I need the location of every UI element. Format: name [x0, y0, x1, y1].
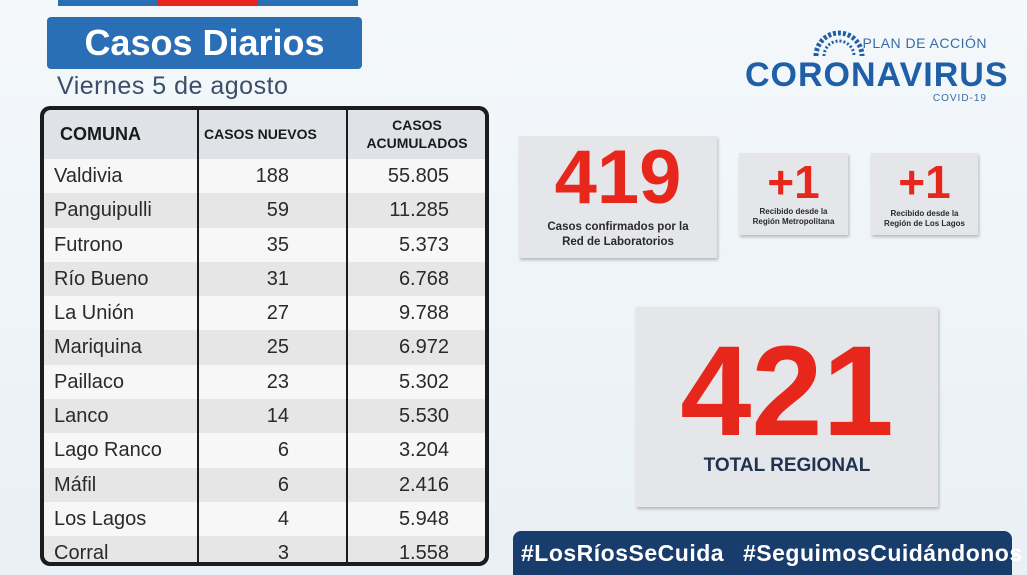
comuna-cell: Corral [54, 542, 109, 562]
table-row: Panguipulli 59 11.285 [44, 193, 485, 228]
table-row: Máfil 6 2.416 [44, 467, 485, 502]
brand-subtitle: COVID-19 [932, 93, 987, 104]
casos-acumulados-cell: 3.204 [398, 439, 449, 462]
table-row: Paillaco 23 5.302 [44, 364, 485, 400]
brand-name: CORONAVIRUS [745, 56, 1009, 94]
virus-icon [813, 30, 865, 56]
table-header: COMUNA CASOS NUEVOS CASOS ACUMULADOS [44, 110, 485, 159]
casos-nuevos-cell: 188 [255, 165, 289, 187]
loslagos-line2: Región de Los Lagos [884, 219, 965, 228]
comuna-cell: Paillaco [54, 370, 125, 393]
casos-acumulados-cell: 6.768 [398, 267, 449, 290]
metropolitana-card: +1 Recibido desde la Región Metropolitan… [739, 153, 848, 235]
loslagos-line1: Recibido desde la [890, 209, 959, 218]
total-value: 421 [680, 320, 894, 463]
casos-acumulados-cell: 9.788 [398, 302, 449, 325]
comuna-cell: Río Bueno [54, 267, 149, 290]
table-row: Lago Ranco 6 3.204 [44, 433, 485, 468]
table-row: Valdivia 188 55.805 [44, 159, 485, 194]
comuna-cell: Lago Ranco [54, 439, 162, 462]
casos-nuevos-cell: 4 [277, 507, 289, 530]
table-row: Los Lagos 4 5.948 [44, 501, 485, 537]
confirmed-value: 419 [554, 135, 682, 220]
table-row: Mariquina 25 6.972 [44, 330, 485, 365]
comuna-cell: Mariquina [54, 336, 142, 359]
loslagos-card: +1 Recibido desde la Región de Los Lagos [871, 153, 978, 235]
casos-acumulados-cell: 1.558 [398, 542, 449, 562]
casos-nuevos-cell: 6 [277, 439, 289, 462]
hashtag-bar: #LosRíosSeCuida #SeguimosCuidándonos [513, 531, 1022, 575]
page-title: Casos Diarios [84, 22, 325, 63]
table-row: Río Bueno 31 6.768 [44, 261, 485, 297]
comuna-cell: Valdivia [54, 165, 123, 187]
casos-nuevos-cell: 3 [277, 542, 289, 562]
casos-nuevos-cell: 31 [266, 267, 289, 290]
total-card: 421 TOTAL REGIONAL [636, 307, 938, 507]
casos-nuevos-cell: 59 [266, 199, 289, 222]
table-body: Valdivia 188 55.805 Panguipulli 59 11.285 Futr… [44, 159, 485, 562]
metropolitana-line2: Región Metropolitana [752, 217, 835, 226]
casos-acumulados-cell: 11.285 [389, 199, 449, 222]
table-row: La Unión 27 9.788 [44, 296, 485, 331]
confirmed-line1: Casos confirmados por la [547, 221, 689, 233]
casos-acumulados-cell: 5.530 [398, 405, 449, 428]
header-acum-line2: ACUMULADOS [366, 135, 468, 151]
hashtag-seguimos: #SeguimosCuidándonos [743, 540, 1023, 566]
header-comuna: COMUNA [60, 124, 141, 144]
header-casos-acumulados: CASOS ACUMULADOS [349, 110, 485, 159]
table-row: Corral 3 1.558 [44, 536, 485, 562]
comuna-cell: Futrono [54, 233, 123, 256]
report-date: Viernes 5 de agosto [57, 72, 289, 100]
comuna-cell: Los Lagos [54, 507, 147, 530]
casos-nuevos-cell: 25 [266, 336, 289, 359]
casos-acumulados-cell: 5.302 [398, 370, 449, 393]
comuna-cell: La Unión [54, 302, 135, 325]
cases-table: COMUNA CASOS NUEVOS CASOS ACUMULADOS Val… [40, 106, 489, 566]
casos-acumulados-cell: 2.416 [398, 473, 449, 496]
comuna-cell: Máfil [54, 473, 97, 496]
confirmed-card: 419 Casos confirmados por la Red de Labo… [519, 136, 717, 258]
hashtag-losrios: #LosRíosSeCuida [521, 540, 725, 566]
loslagos-value: +1 [898, 156, 951, 208]
header-casos-nuevos: CASOS NUEVOS [204, 126, 317, 142]
casos-nuevos-cell: 35 [266, 233, 289, 256]
casos-nuevos-cell: 14 [266, 405, 289, 428]
title-banner: Casos Diarios [47, 17, 362, 69]
metropolitana-line1: Recibido desde la [759, 207, 828, 216]
table-row: Futrono 35 5.373 [44, 227, 485, 262]
table-row: Lanco 14 5.530 [44, 399, 485, 434]
flag-stripe [58, 0, 358, 6]
column-divider [346, 110, 348, 562]
comuna-cell: Lanco [54, 405, 109, 428]
comuna-cell: Panguipulli [54, 199, 152, 222]
casos-nuevos-cell: 27 [266, 302, 289, 325]
casos-acumulados-cell: 55.805 [387, 165, 449, 187]
header-acum-line1: CASOS [392, 117, 442, 133]
casos-acumulados-cell: 6.972 [398, 336, 449, 359]
total-label: TOTAL REGIONAL [703, 455, 871, 476]
casos-nuevos-cell: 6 [277, 473, 289, 496]
casos-acumulados-cell: 5.948 [398, 507, 449, 530]
confirmed-line2: Red de Laboratorios [562, 236, 674, 248]
metropolitana-value: +1 [767, 156, 820, 208]
column-divider [197, 110, 199, 562]
brand-logo: PLAN DE ACCIÓN CORONAVIRUS COVID-19 [740, 30, 1008, 110]
brand-plan-text: PLAN DE ACCIÓN [862, 35, 987, 51]
casos-nuevos-cell: 23 [266, 370, 289, 393]
casos-acumulados-cell: 5.373 [398, 233, 449, 256]
